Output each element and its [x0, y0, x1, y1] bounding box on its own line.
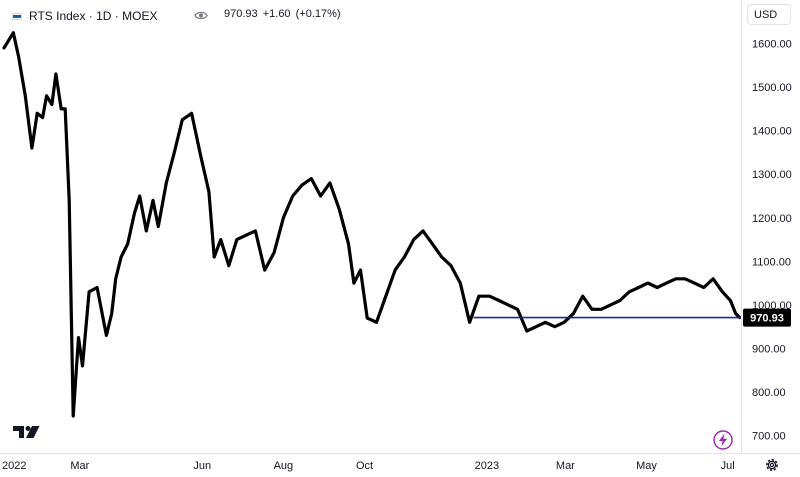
- russia-flag-icon: [12, 12, 22, 20]
- symbol-header: RTS Index · 1D · MOEX 970.93 +1.60 (+0.1…: [12, 7, 341, 25]
- x-tick-label: 2022: [2, 460, 26, 472]
- last-value-label: 970.93: [750, 313, 784, 325]
- gear-icon[interactable]: [764, 457, 780, 473]
- x-tick-label: Mar: [556, 460, 575, 472]
- x-tick-label: Jul: [721, 460, 735, 472]
- currency-button[interactable]: USD: [747, 4, 791, 25]
- y-tick-label: 1500.00: [752, 82, 792, 94]
- x-tick-label: Jun: [193, 460, 211, 472]
- price-axis-border: [741, 0, 742, 453]
- x-tick-label: 2023: [475, 460, 499, 472]
- y-tick-label: 700.00: [752, 431, 786, 443]
- last-value-badge: [743, 308, 791, 327]
- last-price-text: 970.93: [224, 8, 258, 20]
- x-tick-label: May: [636, 460, 657, 472]
- x-tick-label: Mar: [70, 460, 89, 472]
- y-tick-label: 1400.00: [752, 126, 792, 138]
- time-axis-border: [0, 453, 800, 454]
- y-tick-label: 1100.00: [752, 256, 791, 268]
- x-tick-label: Oct: [356, 460, 373, 472]
- symbol-title[interactable]: RTS Index · 1D · MOEX: [29, 9, 158, 23]
- x-tick-label: Aug: [274, 460, 294, 472]
- y-tick-label: 1300.00: [752, 169, 792, 181]
- y-tick-label: 1200.00: [752, 213, 792, 225]
- tradingview-logo[interactable]: [13, 424, 43, 440]
- y-tick-label: 900.00: [752, 343, 786, 355]
- change-pct-text: (+0.17%): [295, 8, 341, 20]
- price-line-series-0[interactable]: [2, 31, 741, 418]
- quote-values: 970.93 +1.60 (+0.17%): [224, 8, 343, 20]
- y-tick-label: 800.00: [752, 387, 786, 399]
- y-tick-label: 1600.00: [752, 39, 792, 51]
- change-text: +1.60: [262, 8, 291, 20]
- bolt-icon[interactable]: [713, 430, 733, 450]
- eye-icon[interactable]: [194, 10, 208, 21]
